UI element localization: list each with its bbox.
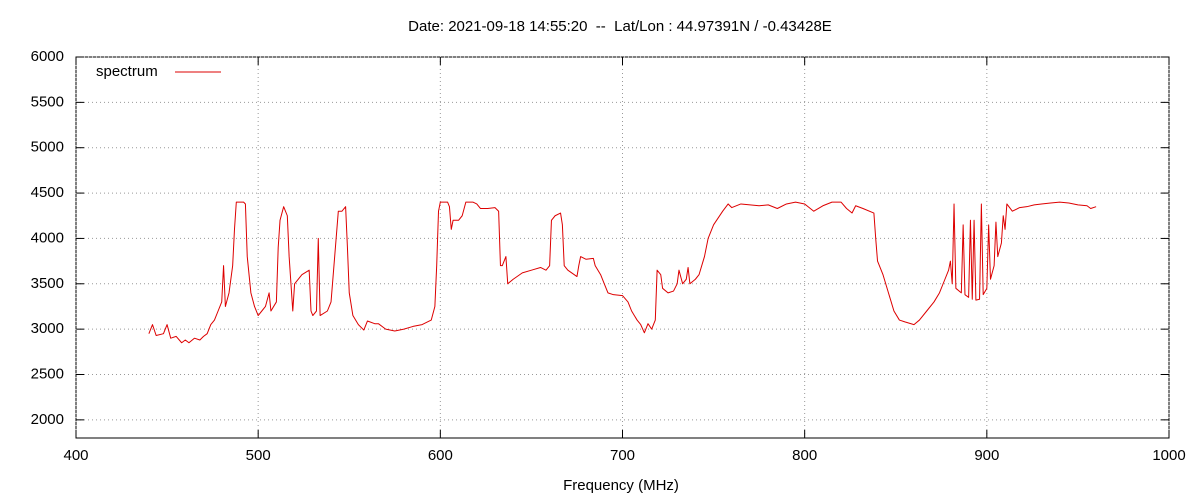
spectrum-line xyxy=(148,201,1097,344)
y-tick-label: 4500 xyxy=(31,184,64,201)
y-tick-label: 6000 xyxy=(31,48,64,65)
x-tick-label: 400 xyxy=(63,447,88,464)
x-tick-label: 700 xyxy=(610,447,635,464)
chart-title: Date: 2021-09-18 14:55:20 -- Lat/Lon : 4… xyxy=(408,18,832,35)
y-tick-label: 5500 xyxy=(31,93,64,110)
y-tick-label: 2000 xyxy=(31,411,64,428)
x-tick-label: 600 xyxy=(428,447,453,464)
y-tick-label: 3000 xyxy=(31,320,64,337)
y-tick-label: 2500 xyxy=(31,365,64,382)
x-axis-label: Frequency (MHz) xyxy=(563,477,679,494)
y-tick-label: 4000 xyxy=(31,229,64,246)
x-tick-label: 800 xyxy=(792,447,817,464)
x-tick-label: 500 xyxy=(246,447,271,464)
plot-frame xyxy=(75,56,1170,439)
y-tick-label: 3500 xyxy=(31,275,64,292)
legend-label: spectrum xyxy=(96,63,158,80)
x-tick-label: 1000 xyxy=(1152,447,1185,464)
y-tick-label: 5000 xyxy=(31,139,64,156)
x-tick-label: 900 xyxy=(974,447,999,464)
